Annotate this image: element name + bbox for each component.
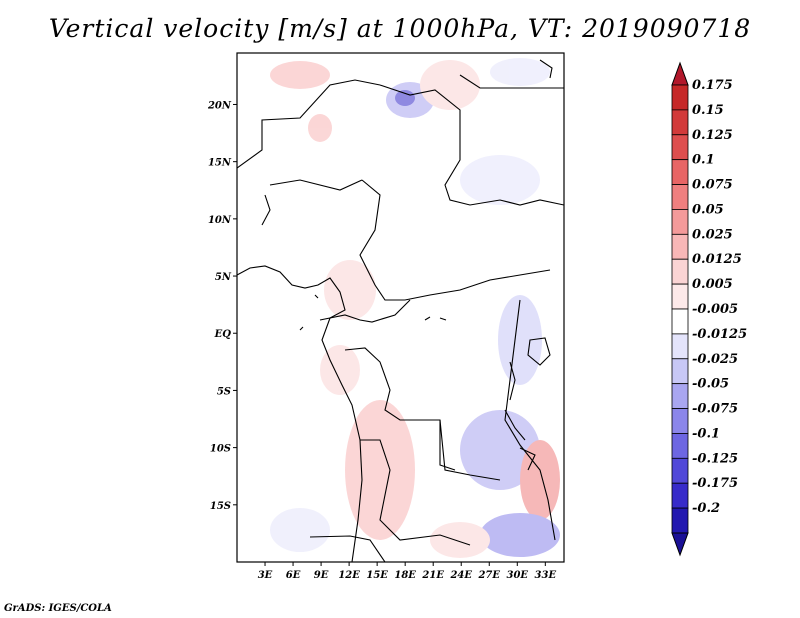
colorbar-label: 0.15 [692, 103, 724, 118]
colorbar-label: 0.175 [692, 78, 733, 93]
colorbar-swatch [671, 209, 689, 235]
lon-tick-label: 9E [314, 570, 329, 581]
colorbar-swatch [671, 333, 689, 360]
lat-tick-label: 15S [210, 501, 231, 512]
colorbar-label: -0.005 [692, 302, 738, 317]
colorbar-label: -0.1 [692, 426, 720, 441]
colorbar-swatch [671, 482, 689, 509]
colorbar-swatch [671, 134, 689, 161]
colorbar-swatch [671, 258, 689, 285]
latitude-axis: 20N 15N 10N 5N EQ 5S 10S 15S [207, 100, 237, 512]
lat-tick-label: 20N [207, 100, 232, 111]
colorbar-swatch [671, 383, 689, 409]
lat-tick-label: 5N [215, 272, 232, 283]
colorbar-swatch [671, 408, 689, 434]
colorbar-swatch [671, 109, 689, 136]
lon-tick-label: 6E [286, 570, 301, 581]
colorbar-swatch [671, 358, 689, 385]
colorbar-swatch [671, 233, 689, 260]
colorbar-label: -0.0125 [692, 327, 747, 342]
colorbar-label: -0.2 [692, 501, 720, 516]
map-frame [236, 52, 565, 563]
colorbar-label: -0.05 [692, 377, 729, 392]
lat-tick-label: 15N [208, 158, 232, 169]
colorbar-label: -0.125 [692, 451, 738, 466]
lon-tick-label: 24E [449, 570, 472, 581]
colorbar-label: 0.125 [692, 128, 733, 143]
lat-tick-label: 5S [217, 386, 231, 397]
lat-tick-label: EQ [214, 329, 232, 340]
colorbar-label: -0.075 [692, 402, 738, 417]
colorbar-label: 0.075 [692, 178, 733, 193]
colorbar-label: 0.005 [692, 277, 733, 292]
velocity-field [237, 53, 564, 562]
colorbar-swatch [671, 308, 689, 335]
map-title: Vertical velocity [m/s] at 1000hPa, VT: … [48, 14, 752, 43]
lat-tick-label: 10N [208, 215, 232, 226]
colorbar-label: 0.05 [692, 202, 724, 217]
lon-tick-label: 15E [366, 570, 388, 581]
grads-credit: GrADS: IGES/COLA [4, 603, 112, 614]
colorbar-label: -0.025 [692, 352, 738, 367]
lon-tick-label: 30E [507, 570, 529, 581]
colorbar-label: 0.1 [692, 153, 715, 168]
colorbar-swatch [671, 457, 689, 484]
colorbar-label: -0.175 [692, 476, 738, 491]
lon-tick-label: 21E [421, 570, 444, 581]
colorbar-label: 0.025 [692, 227, 733, 242]
coastlines-borders [237, 59, 564, 562]
lon-tick-label: 12E [338, 570, 360, 581]
colorbar-swatch [671, 283, 689, 310]
colorbar-label: 0.0125 [692, 252, 742, 267]
colorbar-swatch [671, 507, 689, 534]
colorbar: 0.175 0.15 0.125 0.1 0.075 0.05 0.025 0.0125 0.0… [671, 61, 747, 557]
longitude-axis: 3E 6E 9E 12E 15E 18E 21E 24E 27E 30E 33E [258, 562, 557, 581]
colorbar-over-arrow [671, 61, 689, 86]
colorbar-swatch [671, 84, 689, 111]
colorbar-swatch [671, 184, 689, 210]
lon-tick-label: 18E [394, 570, 416, 581]
lon-tick-label: 3E [258, 570, 273, 581]
lat-tick-label: 10S [210, 444, 231, 455]
lon-tick-label: 27E [477, 570, 500, 581]
colorbar-under-arrow [671, 532, 689, 557]
colorbar-swatch [671, 159, 689, 185]
lon-tick-label: 33E [535, 570, 557, 581]
colorbar-swatch [671, 433, 689, 459]
